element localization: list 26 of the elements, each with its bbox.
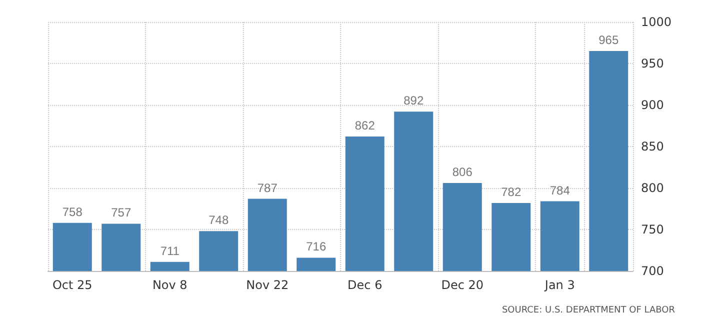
data-label: 862 [354,118,376,133]
x-tick-label: Nov 8 [152,278,188,292]
y-tick-label: 1000 [641,15,672,29]
y-tick-label: 850 [641,140,664,154]
y-tick-label: 950 [641,56,664,70]
data-label: 965 [598,33,619,48]
data-label: 784 [550,183,570,198]
y-tick-label: 750 [641,222,664,236]
x-tick-label: Dec 6 [348,278,382,292]
x-tick-label: Jan 3 [544,278,575,292]
data-label: 748 [208,213,229,228]
x-tick-label: Dec 20 [441,278,484,292]
y-tick-label: 800 [641,181,664,195]
data-label: 806 [452,165,473,180]
data-label: 757 [111,206,132,220]
x-tick-label: Oct 25 [52,278,92,292]
source-note: SOURCE: U.S. DEPARTMENT OF LABOR [502,306,676,316]
data-label: 782 [501,184,522,199]
data-label: 711 [160,244,180,258]
data-label: 787 [257,180,278,195]
data-label: 892 [404,94,424,108]
y-tick-label: 700 [641,264,664,278]
y-tick-label: 900 [641,98,664,112]
x-tick-label: Nov 22 [246,278,289,292]
data-label: 716 [306,240,326,254]
data-label: 758 [62,204,83,219]
